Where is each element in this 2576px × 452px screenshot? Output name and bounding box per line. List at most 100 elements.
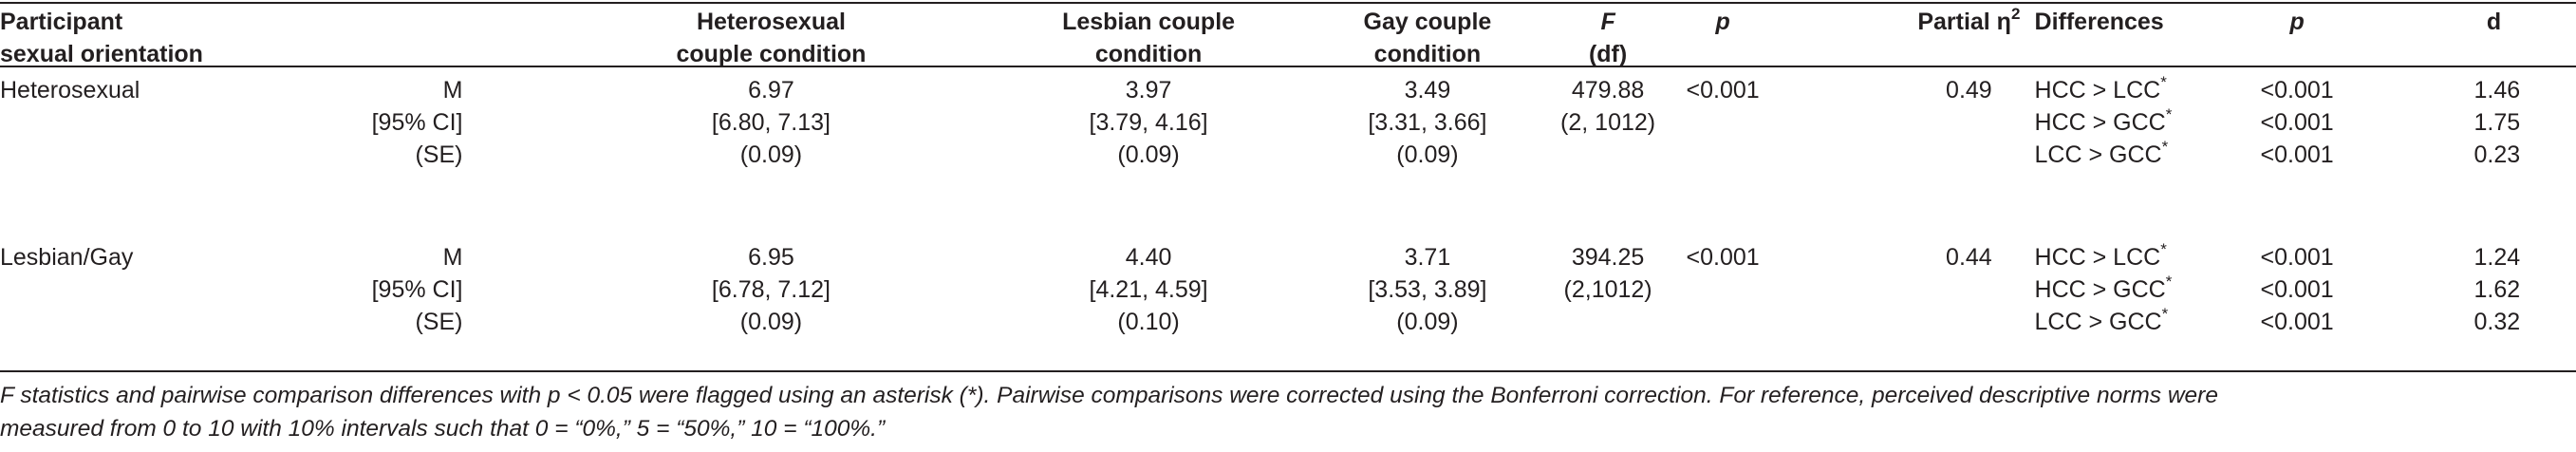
stat-label-se: (SE)	[415, 309, 463, 335]
header-orientation-line1: Participant	[0, 9, 123, 35]
table-header-rule	[0, 66, 2576, 67]
difference-row: HCC > GCC*	[2035, 106, 2173, 139]
table-bottom-rule	[0, 370, 2576, 372]
hcc-se: (0.09)	[739, 309, 803, 335]
effect-size-d: 1.24	[2473, 244, 2521, 271]
lcc-mean: 3.97	[1125, 77, 1172, 104]
header-orientation-line2: sexual orientation	[0, 41, 203, 67]
difference-row: HCC > LCC*	[2035, 74, 2173, 106]
difference-row: HCC > GCC*	[2035, 273, 2173, 306]
pairwise-p: <0.001	[2260, 141, 2334, 168]
group-lesbian-gay-hcc: 6.95 [6.78, 7.12] (0.09)	[541, 241, 1000, 338]
gcc-mean: 3.49	[1404, 77, 1451, 104]
pairwise-p: <0.001	[2260, 244, 2334, 271]
table-top-rule	[0, 2, 2576, 4]
header-partial-eta-label: Partial η	[1917, 9, 2011, 35]
group-lesbian-gay-partial-eta: 0.44	[1946, 244, 1992, 271]
group-lesbian-gay-gcc: 3.71 [3.53, 3.89] (0.09)	[1263, 241, 1592, 338]
stat-label-ci: [95% CI]	[371, 109, 463, 136]
gcc-mean: 3.71	[1404, 244, 1451, 271]
header-gcc-line1: Gay couple	[1363, 9, 1492, 35]
footnote-line1: F statistics and pairwise comparison dif…	[0, 383, 2218, 408]
group-heterosexual-stat-labels: M [95% CI] (SE)	[295, 74, 463, 171]
header-orientation: Participant sexual orientation	[0, 6, 203, 70]
difference-mark: *	[2165, 104, 2173, 123]
header-partial-eta: Partial η2	[1797, 6, 2141, 38]
header-f-line2: (df)	[1588, 41, 1628, 67]
header-p-pairwise: p	[2289, 9, 2305, 35]
difference-mark: *	[2165, 272, 2173, 291]
header-d: d	[2486, 9, 2502, 35]
group-lesbian-gay-d: 1.24 1.62 0.32	[2428, 241, 2521, 338]
header-hcc: Heterosexual couple condition	[541, 6, 1000, 70]
difference-row: LCC > GCC*	[2035, 139, 2173, 171]
gcc-ci: [3.53, 3.89]	[1368, 276, 1487, 303]
header-hcc-line2: couple condition	[676, 41, 867, 67]
difference-label: HCC > GCC	[2034, 109, 2166, 136]
group-lesbian-gay-pairwise-p: <0.001 <0.001 <0.001	[2198, 241, 2395, 338]
lcc-ci: [3.79, 4.16]	[1089, 109, 1208, 136]
group-heterosexual-partial-eta: 0.49	[1946, 77, 1992, 104]
difference-label: LCC > GCC	[2034, 141, 2162, 168]
gcc-se: (0.09)	[1396, 309, 1459, 335]
lcc-mean: 4.40	[1125, 244, 1172, 271]
group-heterosexual-pairwise-p: <0.001 <0.001 <0.001	[2198, 74, 2395, 171]
header-hcc-line1: Heterosexual	[696, 9, 846, 35]
difference-label: HCC > LCC	[2034, 244, 2161, 271]
difference-label: LCC > GCC	[2034, 309, 2162, 335]
lcc-ci: [4.21, 4.59]	[1089, 276, 1208, 303]
difference-mark: *	[2161, 304, 2169, 323]
group-heterosexual-differences: HCC > LCC* HCC > GCC* LCC > GCC*	[2035, 74, 2173, 171]
group-lesbian-gay-stat-labels: M [95% CI] (SE)	[295, 241, 463, 338]
difference-label: HCC > LCC	[2034, 77, 2161, 104]
group-heterosexual-f: 479.88 (2, 1012)	[1444, 74, 1772, 139]
difference-row: HCC > LCC*	[2035, 241, 2173, 273]
stat-label-m: M	[442, 77, 463, 104]
lcc-se: (0.09)	[1117, 141, 1180, 168]
header-differences: Differences	[2034, 9, 2164, 35]
group-lesbian-gay-lcc: 4.40 [4.21, 4.59] (0.10)	[968, 241, 1329, 338]
group-heterosexual-lcc: 3.97 [3.79, 4.16] (0.09)	[968, 74, 1329, 171]
group-lesbian-gay-differences: HCC > LCC* HCC > GCC* LCC > GCC*	[2035, 241, 2173, 338]
hcc-se: (0.09)	[739, 141, 803, 168]
difference-mark: *	[2160, 239, 2167, 258]
effect-size-d: 1.46	[2473, 77, 2521, 104]
effect-size-d: 0.32	[2473, 309, 2521, 335]
group-heterosexual-hcc: 6.97 [6.80, 7.13] (0.09)	[541, 74, 1000, 171]
gcc-ci: [3.31, 3.66]	[1368, 109, 1487, 136]
hcc-mean: 6.95	[748, 244, 794, 271]
f-value: 394.25	[1571, 244, 1645, 271]
pairwise-p: <0.001	[2260, 309, 2334, 335]
difference-row: LCC > GCC*	[2035, 306, 2173, 338]
stat-label-se: (SE)	[415, 141, 463, 168]
hcc-ci: [6.80, 7.13]	[711, 109, 831, 136]
header-f: F (df)	[1444, 6, 1772, 70]
group-heterosexual-p: <0.001	[1686, 77, 1760, 104]
header-f-line1: F	[1600, 9, 1615, 35]
difference-label: HCC > GCC	[2034, 276, 2166, 303]
footnote-line2: measured from 0 to 10 with 10% intervals…	[0, 416, 886, 442]
stat-label-ci: [95% CI]	[371, 276, 463, 303]
header-lcc-line2: condition	[1094, 41, 1203, 67]
header-gcc-line2: condition	[1373, 41, 1482, 67]
pairwise-p: <0.001	[2260, 109, 2334, 136]
table-footnote: F statistics and pairwise comparison dif…	[0, 379, 2574, 445]
group-heterosexual-gcc: 3.49 [3.31, 3.66] (0.09)	[1263, 74, 1592, 171]
hcc-mean: 6.97	[748, 77, 794, 104]
group-lesbian-gay-f: 394.25 (2,1012)	[1444, 241, 1772, 306]
effect-size-d: 1.62	[2473, 276, 2521, 303]
hcc-ci: [6.78, 7.12]	[711, 276, 831, 303]
pairwise-p: <0.001	[2260, 77, 2334, 104]
group-heterosexual-d: 1.46 1.75 0.23	[2428, 74, 2521, 171]
header-gcc: Gay couple condition	[1263, 6, 1592, 70]
difference-mark: *	[2161, 137, 2169, 156]
group-heterosexual-label: Heterosexual	[0, 77, 140, 104]
header-partial-eta-sup: 2	[2010, 4, 2021, 23]
effect-size-d: 0.23	[2473, 141, 2521, 168]
f-df: (2, 1012)	[1560, 109, 1656, 136]
pairwise-p: <0.001	[2260, 276, 2334, 303]
group-lesbian-gay-label: Lesbian/Gay	[0, 244, 134, 271]
lcc-se: (0.10)	[1117, 309, 1180, 335]
header-p: p	[1715, 9, 1730, 35]
